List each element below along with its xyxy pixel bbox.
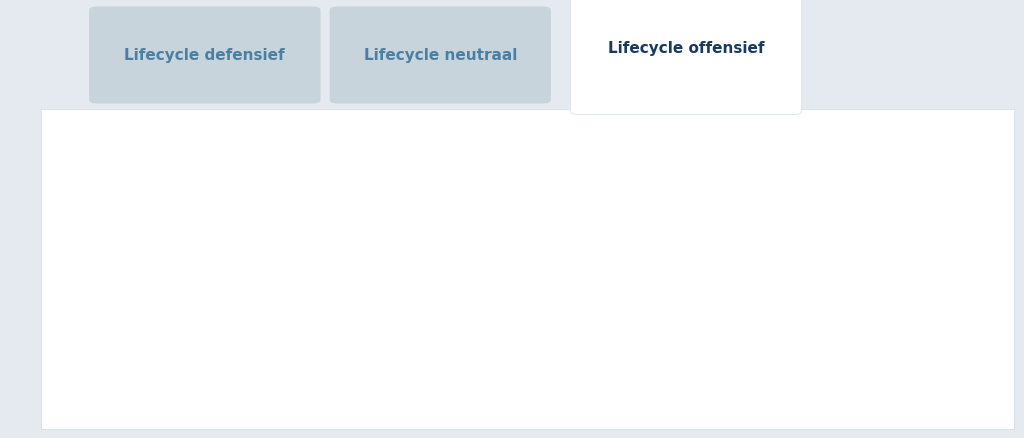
Text: Lifecycle neutraal: Lifecycle neutraal	[364, 48, 517, 64]
Text: Lifecycle offensief: Lifecycle offensief	[608, 41, 764, 56]
Text: Lifecycle defensief: Lifecycle defensief	[125, 48, 285, 64]
